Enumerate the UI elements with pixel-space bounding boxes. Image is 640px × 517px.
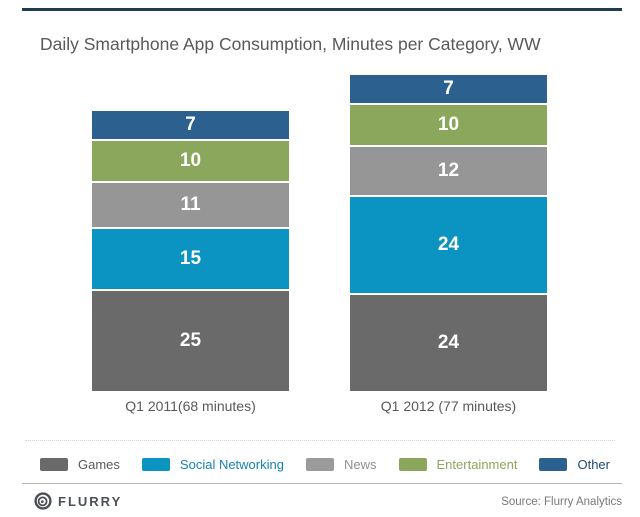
segment-value-label: 11 bbox=[180, 194, 201, 215]
segment-social-networking: 24 bbox=[350, 197, 547, 293]
segment-value-label: 10 bbox=[179, 150, 202, 171]
legend-item-entertainment: Entertainment bbox=[398, 456, 518, 472]
segment-other: 7 bbox=[350, 75, 547, 103]
segment-value-label: 24 bbox=[437, 332, 460, 353]
segment-entertainment: 10 bbox=[92, 141, 289, 181]
legend-swatch-social-networking bbox=[141, 457, 170, 471]
top-divider bbox=[22, 8, 622, 11]
flurry-logo: FLURRY bbox=[34, 492, 122, 510]
legend: Games Social Networking News Entertainment O… bbox=[40, 455, 610, 473]
segment-entertainment: 10 bbox=[350, 105, 547, 145]
chart-title: Daily Smartphone App Consumption, Minute… bbox=[40, 34, 541, 54]
stacked-bar-0: 7 10 11 15 25 Q1 2011(68 minutes) bbox=[92, 111, 289, 414]
segment-value-label: 7 bbox=[443, 78, 454, 99]
legend-top-divider bbox=[25, 440, 615, 441]
legend-item-news: News bbox=[305, 456, 377, 472]
legend-label: Entertainment bbox=[436, 456, 518, 472]
segment-other: 7 bbox=[92, 111, 289, 139]
legend-swatch-entertainment bbox=[398, 457, 427, 471]
stacked-bar-1: 7 10 12 24 24 Q1 2012 (77 minutes) bbox=[350, 75, 547, 414]
legend-label: News bbox=[343, 456, 377, 472]
segment-value-label: 12 bbox=[437, 160, 460, 181]
legend-item-social-networking: Social Networking bbox=[141, 456, 284, 472]
segment-games: 25 bbox=[92, 291, 289, 391]
category-label: Q1 2012 (77 minutes) bbox=[380, 398, 517, 414]
legend-swatch-other bbox=[539, 457, 568, 471]
category-label: Q1 2011(68 minutes) bbox=[125, 398, 256, 414]
segment-news: 12 bbox=[350, 147, 547, 195]
segment-value-label: 7 bbox=[185, 114, 196, 135]
legend-item-other: Other bbox=[539, 457, 610, 472]
flurry-logo-text: FLURRY bbox=[58, 493, 123, 509]
segment-games: 24 bbox=[350, 295, 547, 391]
legend-label: Other bbox=[577, 456, 610, 472]
segment-social-networking: 15 bbox=[92, 229, 289, 289]
flurry-logo-icon bbox=[34, 492, 52, 510]
segment-value-label: 15 bbox=[179, 248, 202, 269]
legend-label: Games bbox=[78, 456, 120, 472]
source-text: Source: Flurry Analytics bbox=[501, 496, 622, 508]
legend-item-games: Games bbox=[40, 457, 120, 472]
segment-value-label: 24 bbox=[437, 234, 460, 255]
segment-value-label: 10 bbox=[437, 114, 460, 135]
legend-swatch-games bbox=[40, 457, 68, 471]
legend-swatch-news bbox=[305, 457, 334, 471]
segment-news: 11 bbox=[92, 183, 289, 227]
segment-value-label: 25 bbox=[179, 330, 202, 351]
legend-label: Social Networking bbox=[179, 456, 284, 472]
footer-divider bbox=[22, 483, 622, 484]
